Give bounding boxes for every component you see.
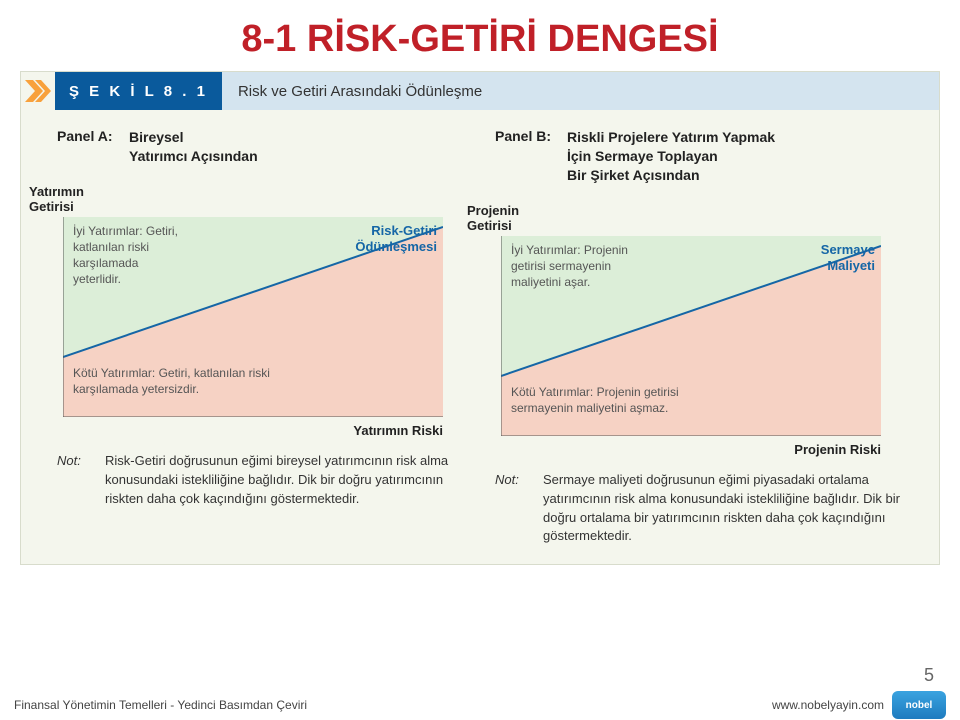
panel-a-heading-text: Bireysel Yatırımcı Açısından <box>129 128 258 166</box>
panels-row: Panel A: Bireysel Yatırımcı Açısından Ya… <box>21 110 939 564</box>
panel-b-label: Panel B: <box>495 128 557 185</box>
svg-text:karşılamada: karşılamada <box>73 256 139 270</box>
page-title: 8-1 RİSK-GETİRİ DENGESİ <box>0 0 960 71</box>
svg-text:katlanılan riski: katlanılan riski <box>73 240 149 254</box>
panel-b-xaxis: Projenin Riski <box>495 442 881 457</box>
panel-a-note: Not: Risk-Getiri doğrusunun eğimi bireys… <box>57 452 465 509</box>
svg-text:Kötü Yatırımlar: Getiri, katl: Kötü Yatırımlar: Getiri, katlanılan risk… <box>73 366 270 380</box>
panel-b-heading-text: Riskli Projelere Yatırım Yapmak İçin Ser… <box>567 128 775 185</box>
svg-text:Sermaye: Sermaye <box>821 242 875 257</box>
panel-b-note: Not: Sermaye maliyeti doğrusunun eğimi p… <box>495 471 903 546</box>
panel-a-xaxis: Yatırımın Riski <box>57 423 443 438</box>
svg-text:İyi Yatırımlar: Getiri,: İyi Yatırımlar: Getiri, <box>73 224 178 238</box>
figure-label: Ş E K İ L 8 . 1 <box>55 72 222 110</box>
panel-b-chart: İyi Yatırımlar: Projenin getirisi sermaye… <box>501 236 881 436</box>
panel-b: Panel B: Riskli Projelere Yatırım Yapmak… <box>495 128 903 546</box>
footer: Finansal Yönetimin Temelleri - Yedinci B… <box>0 690 960 720</box>
panel-b-heading: Panel B: Riskli Projelere Yatırım Yapmak… <box>495 128 903 185</box>
panel-b-note-text: Sermaye maliyeti doğrusunun eğimi piyasa… <box>543 471 903 546</box>
panel-a-heading: Panel A: Bireysel Yatırımcı Açısından <box>57 128 465 166</box>
page-number: 5 <box>924 665 934 686</box>
nobel-logo: nobel <box>892 691 946 719</box>
figure-box: Ş E K İ L 8 . 1 Risk ve Getiri Arasındak… <box>20 71 940 565</box>
svg-text:Risk-Getiri: Risk-Getiri <box>371 223 437 238</box>
panel-a-label: Panel A: <box>57 128 119 166</box>
panel-a: Panel A: Bireysel Yatırımcı Açısından Ya… <box>57 128 465 546</box>
svg-text:Kötü Yatırımlar: Projenin get: Kötü Yatırımlar: Projenin getirisi <box>511 385 679 399</box>
panel-b-yaxis: Projenin Getirisi <box>467 203 903 234</box>
footer-left: Finansal Yönetimin Temelleri - Yedinci B… <box>14 698 307 712</box>
svg-text:yeterlidir.: yeterlidir. <box>73 272 121 286</box>
svg-text:karşılamada yetersizdir.: karşılamada yetersizdir. <box>73 382 199 396</box>
figure-caption: Risk ve Getiri Arasındaki Ödünleşme <box>222 72 939 110</box>
chevron-icon <box>21 72 55 110</box>
panel-a-chart: İyi Yatırımlar: Getiri, katlanılan riski k… <box>63 217 443 417</box>
svg-text:maliyetini aşar.: maliyetini aşar. <box>511 275 590 289</box>
panel-a-chart-wrap: Yatırımın Getirisi İyi Yatırımlar: Getir… <box>57 184 465 438</box>
panel-a-note-text: Risk-Getiri doğrusunun eğimi bireysel ya… <box>105 452 465 509</box>
svg-text:getirisi sermayenin: getirisi sermayenin <box>511 259 611 273</box>
svg-text:İyi Yatırımlar: Projenin: İyi Yatırımlar: Projenin <box>511 243 628 257</box>
svg-text:Ödünleşmesi: Ödünleşmesi <box>355 239 437 254</box>
panel-b-chart-wrap: Projenin Getirisi İyi Yatırımlar: Projen… <box>495 203 903 457</box>
panel-b-note-label: Not: <box>495 471 531 546</box>
figure-header: Ş E K İ L 8 . 1 Risk ve Getiri Arasındak… <box>21 72 939 110</box>
panel-a-note-label: Not: <box>57 452 93 509</box>
footer-url: www.nobelyayin.com <box>772 698 884 712</box>
svg-text:sermayenin maliyetini aşmaz.: sermayenin maliyetini aşmaz. <box>511 401 668 415</box>
panel-a-yaxis: Yatırımın Getirisi <box>29 184 465 215</box>
svg-text:Maliyeti: Maliyeti <box>827 258 875 273</box>
